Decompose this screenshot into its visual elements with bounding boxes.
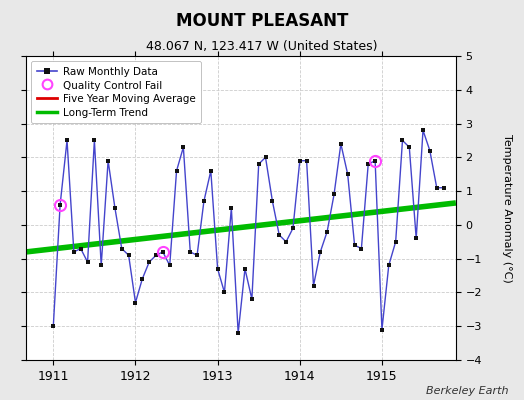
Y-axis label: Temperature Anomaly (°C): Temperature Anomaly (°C) (501, 134, 511, 282)
Text: 48.067 N, 123.417 W (United States): 48.067 N, 123.417 W (United States) (146, 40, 378, 53)
Text: Berkeley Earth: Berkeley Earth (426, 386, 508, 396)
Text: MOUNT PLEASANT: MOUNT PLEASANT (176, 12, 348, 30)
Legend: Raw Monthly Data, Quality Control Fail, Five Year Moving Average, Long-Term Tren: Raw Monthly Data, Quality Control Fail, … (31, 61, 201, 124)
